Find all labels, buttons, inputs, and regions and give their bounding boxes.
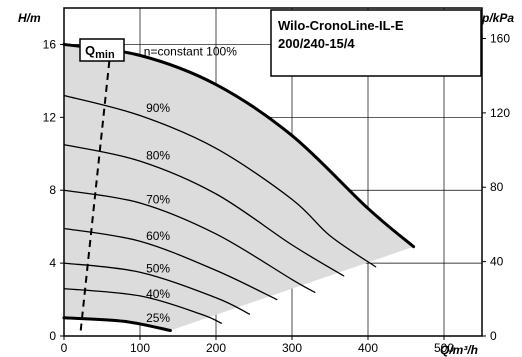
curve-3 xyxy=(63,189,316,293)
curve-label-7: 25% xyxy=(146,311,170,325)
operating-area xyxy=(64,44,414,331)
y-tick-label-left-0: 0 xyxy=(49,329,56,343)
y-tick-label-right-0: 0 xyxy=(490,329,497,343)
x-axis-title: Q/m³/h xyxy=(440,343,478,357)
curve-label-1: 90% xyxy=(146,101,170,115)
title-box: Wilo-CronoLine-IL-E 200/240-15/4 xyxy=(270,9,482,77)
y-tick-label-left-3: 12 xyxy=(43,110,57,124)
y-tick-label-left-2: 8 xyxy=(49,183,56,197)
title-line-1: Wilo-CronoLine-IL-E xyxy=(278,18,404,33)
qmin-label: Qmin xyxy=(85,43,115,61)
curve-label-4: 60% xyxy=(146,229,170,243)
y-tick-label-left-1: 4 xyxy=(49,256,56,270)
qmin-box-frame xyxy=(79,38,125,62)
x-tick-label-3: 300 xyxy=(282,341,302,355)
x-tick-label-1: 100 xyxy=(130,341,150,355)
x-tick-label-4: 400 xyxy=(358,341,378,355)
curve-labels: n=constant 100% 90% 80% 70% 60% 50% 40% 25% xyxy=(144,45,237,325)
curve-label-0: n=constant 100% xyxy=(144,45,237,59)
y-tick-label-left-4: 16 xyxy=(43,37,57,51)
plot-frame xyxy=(63,7,483,337)
x-tick-label-2: 200 xyxy=(206,341,226,355)
y-tick-label-right-3: 120 xyxy=(490,106,510,120)
curve-6 xyxy=(63,287,222,324)
curve-7 xyxy=(62,316,172,333)
title-line-2: 200/240-15/4 xyxy=(278,36,355,51)
operating-area-fill xyxy=(64,44,414,331)
curve-label-2: 80% xyxy=(146,149,170,163)
curves xyxy=(62,42,416,333)
y-axis-title-left: H/m xyxy=(18,11,41,25)
plot-frame-rect xyxy=(63,7,483,337)
x-tick-label-0: 0 xyxy=(61,341,68,355)
curve-4 xyxy=(63,227,278,301)
qmin-box: Qmin xyxy=(79,38,125,62)
curve-label-6: 40% xyxy=(146,287,170,301)
curve-label-3: 70% xyxy=(146,192,170,206)
y-tick-label-right-1: 40 xyxy=(490,255,504,269)
x-tick-label-5: 500 xyxy=(434,341,454,355)
curve-label-5: 50% xyxy=(146,262,170,276)
y-axis-title-right: p/kPa xyxy=(481,11,514,25)
curve-2 xyxy=(63,144,345,277)
curve-1 xyxy=(63,94,377,268)
title-box-frame xyxy=(270,9,482,77)
y-tick-label-right-4: 160 xyxy=(490,31,510,45)
y-tick-label-right-2: 80 xyxy=(490,180,504,194)
curve-0 xyxy=(62,42,416,249)
curve-5 xyxy=(63,262,251,315)
